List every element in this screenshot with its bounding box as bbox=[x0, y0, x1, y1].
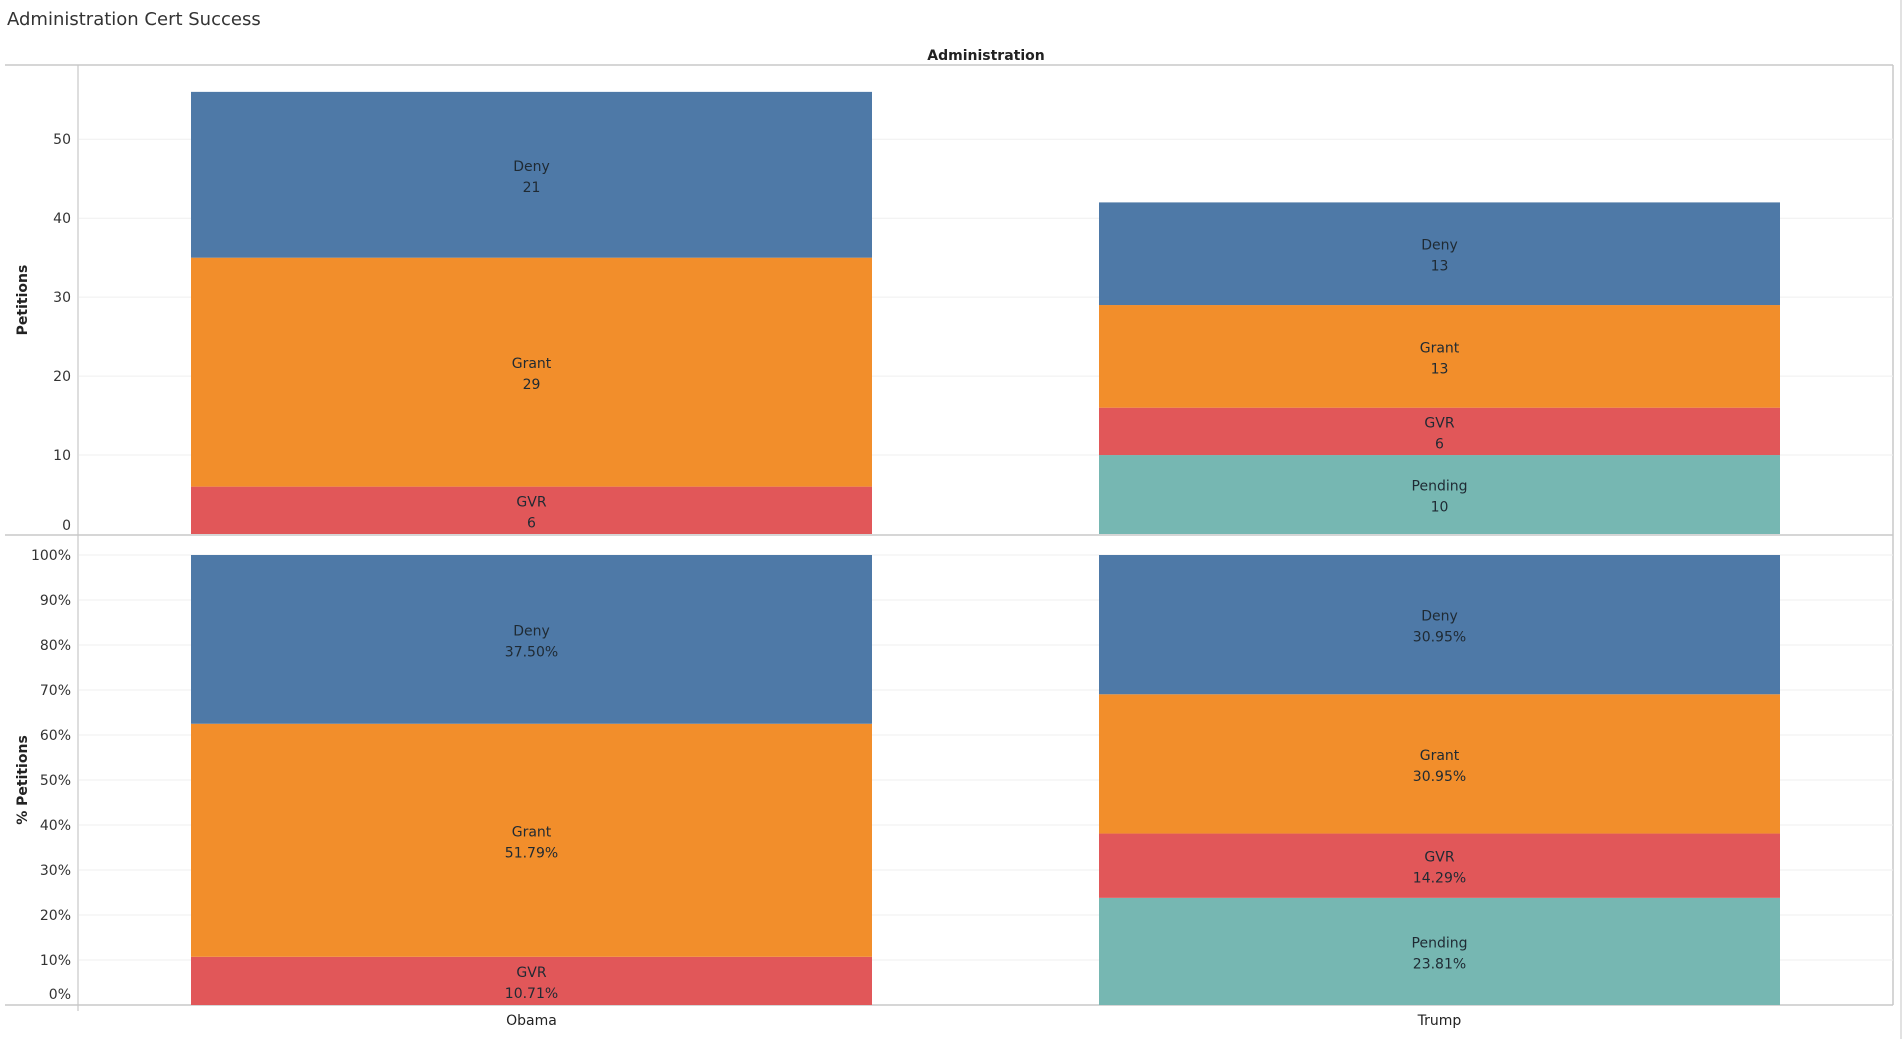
segment-value-label: 51.79% bbox=[505, 845, 558, 861]
y-tick-label: 10 bbox=[53, 448, 71, 464]
segment-category-label: Deny bbox=[1421, 238, 1458, 254]
segment-category-label: Grant bbox=[512, 824, 552, 840]
bar-segment-trump-deny[interactable] bbox=[1099, 202, 1780, 306]
segment-value-label: 10 bbox=[1431, 500, 1449, 516]
segment-value-label: 13 bbox=[1431, 361, 1449, 377]
y-tick-label: 10% bbox=[40, 953, 71, 969]
bar-segment-trump-deny[interactable] bbox=[1099, 555, 1780, 695]
segment-category-label: Deny bbox=[1421, 609, 1458, 625]
dashboard-title: Administration Cert Success bbox=[7, 9, 261, 30]
segment-value-label: 30.95% bbox=[1413, 630, 1466, 646]
x-category-label-trump: Trump bbox=[1417, 1013, 1462, 1029]
segment-category-label: GVR bbox=[1424, 415, 1454, 431]
bar-segment-obama-grant[interactable] bbox=[191, 723, 872, 957]
axes: 0 10 20 30 40 50 Petitions 0% 10% 20% 30% 40% 50% 60%… bbox=[15, 132, 1461, 1029]
y-axis-title: % Petitions bbox=[15, 735, 31, 825]
bar-segment-obama-grant[interactable] bbox=[191, 257, 872, 487]
segment-value-label: 10.71% bbox=[505, 986, 558, 1002]
y-tick-label: 20 bbox=[53, 369, 71, 385]
segment-category-label: Grant bbox=[1420, 340, 1460, 356]
segment-value-label: 13 bbox=[1431, 259, 1449, 275]
y-tick-label: 30% bbox=[40, 863, 71, 879]
y-tick-label: 20% bbox=[40, 908, 71, 924]
column-header: Administration bbox=[927, 48, 1044, 64]
bar-segment-trump-pending[interactable] bbox=[1099, 455, 1780, 534]
y-tick-label: 90% bbox=[40, 593, 71, 609]
x-category-label-obama: Obama bbox=[506, 1013, 557, 1029]
segment-value-label: 29 bbox=[523, 377, 541, 393]
bar-segment-trump-gvr[interactable] bbox=[1099, 407, 1780, 456]
y-tick-label: 100% bbox=[31, 548, 71, 564]
y-tick-label: 30 bbox=[53, 290, 71, 306]
segment-value-label: 30.95% bbox=[1413, 769, 1466, 785]
segment-category-label: Grant bbox=[512, 356, 552, 372]
segment-category-label: GVR bbox=[516, 494, 546, 510]
segment-category-label: Deny bbox=[513, 623, 550, 639]
segment-category-label: Grant bbox=[1420, 748, 1460, 764]
bars bbox=[191, 91, 1780, 1005]
bar-segment-obama-gvr[interactable] bbox=[191, 956, 872, 1005]
y-tick-label: 50% bbox=[40, 773, 71, 789]
segment-value-label: 6 bbox=[1435, 436, 1444, 452]
segment-value-label: 14.29% bbox=[1413, 871, 1466, 887]
y-tick-label: 0% bbox=[49, 987, 71, 1003]
segment-category-label: Pending bbox=[1412, 935, 1468, 951]
segment-category-label: GVR bbox=[516, 965, 546, 981]
segment-category-label: GVR bbox=[1424, 850, 1454, 866]
segment-value-label: 23.81% bbox=[1413, 956, 1466, 972]
bar-segment-trump-pending[interactable] bbox=[1099, 897, 1780, 1005]
y-tick-label: 0 bbox=[62, 518, 71, 534]
bar-segment-trump-gvr[interactable] bbox=[1099, 833, 1780, 898]
segment-labels: GVR 6 Grant 29 Deny 21 Pending 10 GVR 6 Grant 13 Den… bbox=[505, 159, 1468, 1002]
segment-category-label: Pending bbox=[1412, 479, 1468, 495]
y-axis-title: Petitions bbox=[15, 265, 31, 336]
segment-category-label: Deny bbox=[513, 159, 550, 175]
y-tick-label: 80% bbox=[40, 638, 71, 654]
y-tick-label: 50 bbox=[53, 132, 71, 148]
bar-segment-obama-deny[interactable] bbox=[191, 91, 872, 258]
segment-value-label: 6 bbox=[527, 515, 536, 531]
y-tick-label: 60% bbox=[40, 728, 71, 744]
bar-segment-obama-deny[interactable] bbox=[191, 555, 872, 724]
bar-segment-obama-gvr[interactable] bbox=[191, 486, 872, 534]
segment-value-label: 21 bbox=[523, 180, 541, 196]
bar-segment-trump-grant[interactable] bbox=[1099, 305, 1780, 408]
y-tick-label: 70% bbox=[40, 683, 71, 699]
segment-value-label: 37.50% bbox=[505, 644, 558, 660]
bar-segment-trump-grant[interactable] bbox=[1099, 694, 1780, 834]
y-tick-label: 40 bbox=[53, 211, 71, 227]
y-tick-label: 40% bbox=[40, 818, 71, 834]
